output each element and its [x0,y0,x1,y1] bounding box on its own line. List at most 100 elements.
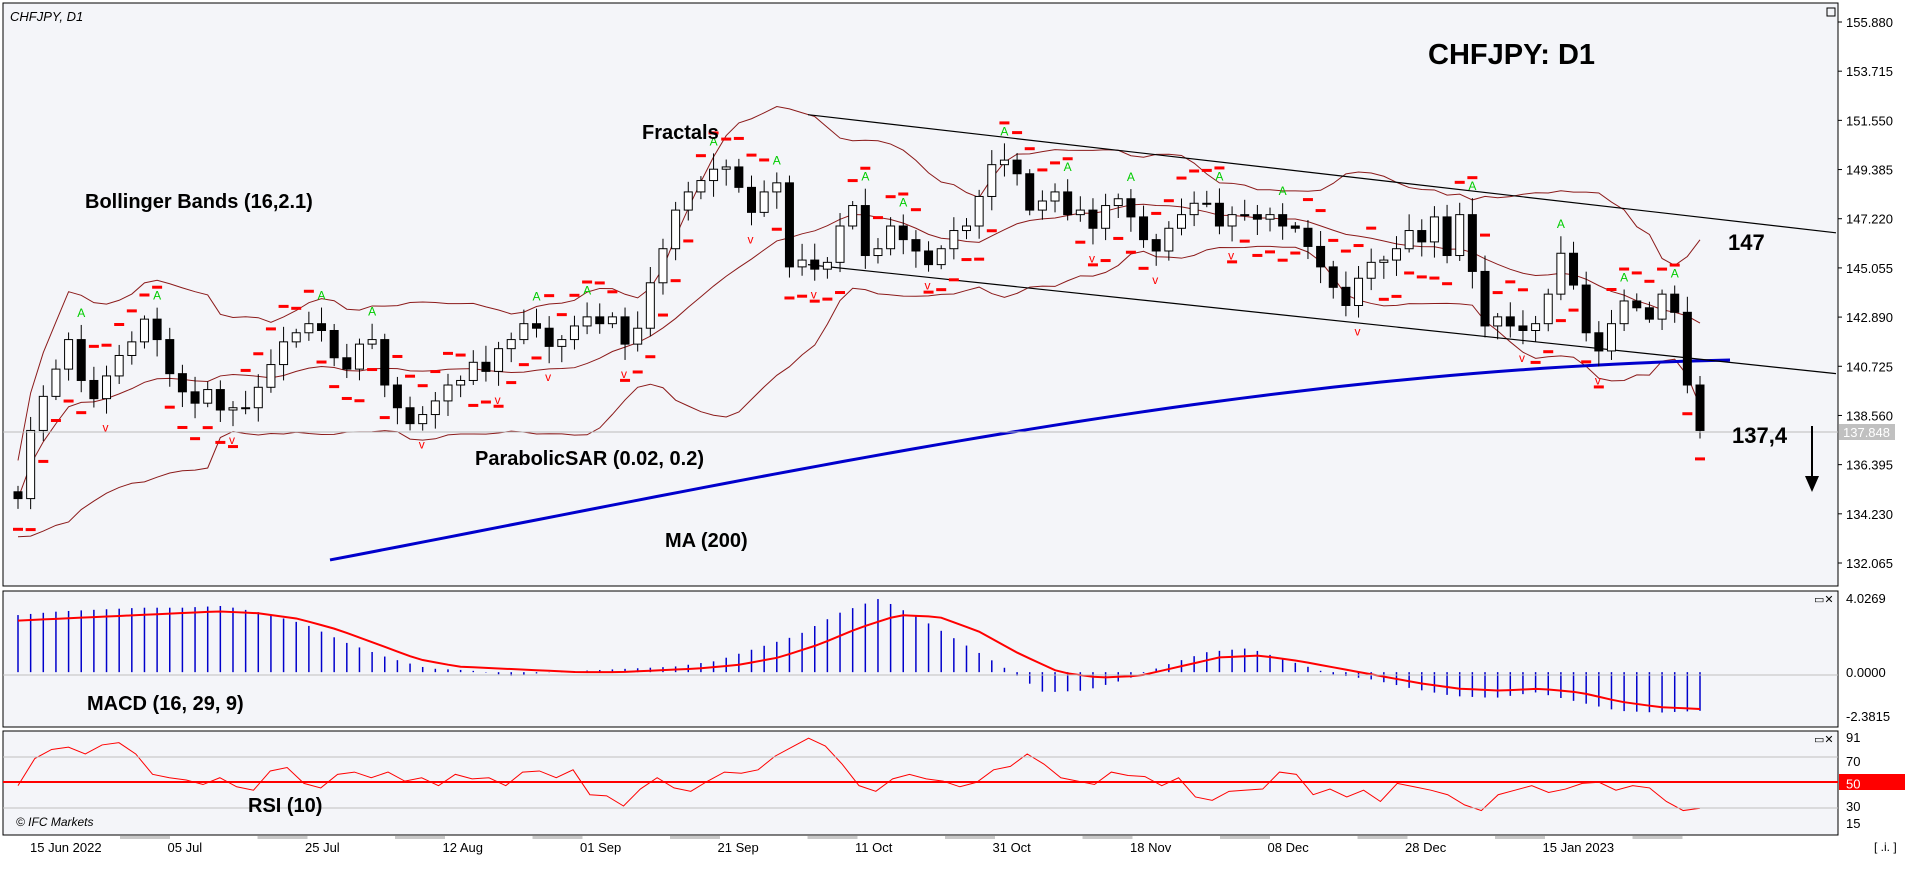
candle-body [494,348,504,372]
corner-scale-icon[interactable]: [ .i. ] [1874,840,1897,854]
candle-body [569,325,579,341]
candle-body [1480,270,1490,327]
candle-body [506,339,516,350]
price-axis: 155.880 153.715 151.550 149.385 147.220 145.0… [1838,15,1893,571]
price-tick-label: 145.055 [1846,261,1893,276]
symbol-label: CHFJPY, D1 [10,9,83,24]
time-axis-band [120,836,170,839]
fractal-up-icon: A [1064,160,1072,174]
candle-body [481,361,491,372]
fractal-down-icon: v [1519,351,1525,365]
candle-body [1391,248,1401,261]
candle-body [253,386,263,409]
time-axis-label: 21 Sep [718,840,759,855]
candle-body [1189,202,1199,216]
candle-body [1151,239,1161,252]
candle-body [532,323,542,329]
candle-body [1606,323,1616,352]
fractal-up-icon: A [533,290,541,304]
candle-body [342,357,352,370]
candle-body [1240,214,1250,217]
candle-body [1101,205,1111,229]
time-axis-label: 28 Dec [1405,840,1447,855]
bollinger-middle [17,203,1701,499]
candle-body [999,159,1009,166]
candle-body [1619,300,1629,325]
fractals: Av Av A Av v Av Av Av Av A Av A Av Av Av Av Av Av A A [77,124,1678,451]
time-axis-band [1220,836,1270,839]
rsi-50-badge [1839,774,1905,790]
candle-body [190,391,200,404]
candlesticks [13,143,1705,510]
target-upper-label: 147 [1728,230,1765,255]
candle-body [898,225,908,241]
price-tick-label: 147.220 [1846,212,1893,227]
candle-body [89,379,99,400]
candle-body [1050,191,1060,202]
time-axis-label: 05 Jul [168,840,203,855]
candle-body [1569,252,1579,286]
candle-body [1088,209,1098,229]
time-axis-band [945,836,995,839]
candle-body [987,164,997,197]
candle-body [1467,214,1477,272]
price-tick-label: 151.550 [1846,113,1893,128]
rsi-line [17,737,1701,812]
rsi-label: RSI (10) [248,795,322,817]
fractal-up-icon: A [1557,217,1565,231]
rsi-tick-label: 30 [1846,799,1860,814]
price-tick-label: 136.395 [1846,458,1893,473]
candle-body [1404,230,1414,250]
time-axis-band [670,836,720,839]
fractal-down-icon: v [748,232,754,246]
candle-body [974,195,984,227]
fractal-down-icon: v [419,438,425,452]
candle-body [1227,214,1237,227]
macd-window-icons[interactable]: ▭✕ [1814,594,1834,606]
trendline-lower [807,264,1837,375]
time-axis-band [257,836,308,839]
rsi-tick-label: 91 [1846,730,1860,745]
macd-tick-label: -2.3815 [1846,709,1890,724]
candle-body [1379,259,1389,263]
candle-body [696,180,706,193]
candle-body [658,248,668,284]
main-maximize-icon[interactable] [1826,7,1836,17]
candle-body [1594,332,1604,352]
current-price-value: 137.848 [1843,425,1890,440]
candle-body [721,166,731,170]
candle-body [683,191,693,211]
fractal-up-icon: A [899,195,907,209]
candle-body [1290,225,1300,229]
fractal-down-icon: v [811,288,817,302]
fractal-down-icon: v [103,421,109,435]
candle-body [1341,286,1351,307]
fractal-up-icon: A [583,283,591,297]
ma-line [329,358,1731,562]
candle-body [152,318,162,341]
rsi-window-icons[interactable]: ▭✕ [1814,734,1834,746]
time-axis-label: 15 Jun 2022 [30,840,102,855]
candle-body [949,230,959,250]
candle-body [456,379,466,386]
price-tick-label: 153.715 [1846,64,1893,79]
fractals-label: Fractals [642,122,719,144]
candle-body [1670,293,1680,313]
time-axis-label: 15 Jan 2023 [1543,840,1615,855]
fractal-down-icon: v [1152,273,1158,287]
candle-body [582,316,592,327]
candle-body [1075,209,1085,216]
price-tick-label: 134.230 [1846,507,1893,522]
candle-body [13,491,23,500]
rsi-axis: 91 70 50 30 15 [1846,730,1860,831]
candle-body [822,261,832,270]
time-axis-band [1495,836,1545,839]
fractal-up-icon: A [1468,179,1476,193]
fractal-up-icon: A [318,289,326,303]
time-axis-label: 18 Nov [1130,840,1172,855]
candle-body [228,407,238,411]
time-axis-band [532,836,583,839]
macd-series [17,599,1701,713]
candle-body [76,339,86,381]
rsi-tick-label: 15 [1846,816,1860,831]
